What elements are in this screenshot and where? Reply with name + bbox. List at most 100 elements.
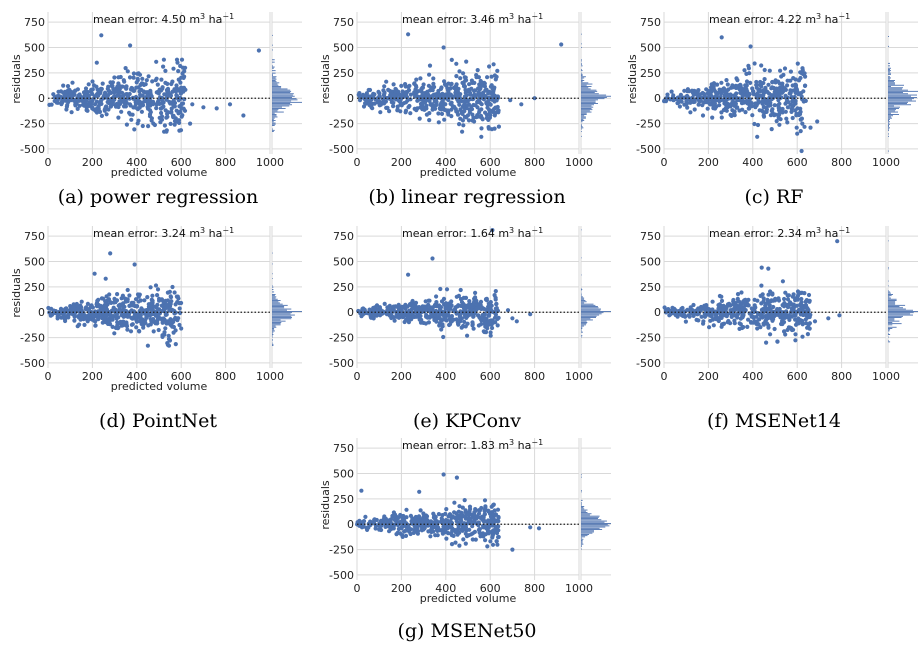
data-point <box>130 316 135 321</box>
histogram-bar <box>581 326 583 328</box>
data-point <box>179 57 185 62</box>
data-point <box>124 84 129 89</box>
data-point <box>179 300 184 306</box>
x-tick-label: 600 <box>787 370 808 383</box>
data-point <box>155 287 161 292</box>
histogram-bar <box>888 240 889 242</box>
data-point <box>796 307 802 312</box>
histogram-bar <box>581 104 594 106</box>
x-tick-label: 0 <box>354 370 361 383</box>
histogram-bar <box>272 342 273 344</box>
histogram-bar <box>581 515 600 517</box>
data-point <box>471 314 476 319</box>
data-point <box>84 104 90 109</box>
data-point <box>446 301 451 306</box>
data-point <box>458 297 464 302</box>
data-point <box>490 532 496 537</box>
data-point <box>214 106 219 111</box>
histogram-bar <box>888 106 900 108</box>
histogram-bar <box>581 72 582 74</box>
histogram-bar <box>888 118 890 120</box>
data-point <box>381 88 386 93</box>
histogram-bar <box>888 319 895 321</box>
data-point <box>528 525 533 530</box>
data-point <box>406 88 412 93</box>
data-point <box>162 123 167 128</box>
x-tick-label: 800 <box>524 582 545 595</box>
histogram-bar <box>888 133 889 135</box>
data-point <box>492 99 497 104</box>
data-point <box>437 106 442 111</box>
data-point <box>83 86 89 91</box>
histogram-bar <box>272 81 277 83</box>
data-point <box>150 79 155 84</box>
data-point <box>732 313 737 318</box>
data-point <box>481 534 486 539</box>
x-tick-label: 600 <box>171 370 192 383</box>
data-point <box>115 323 120 328</box>
scatter-points <box>46 251 184 348</box>
data-point <box>496 524 501 529</box>
data-point <box>94 60 99 65</box>
data-point <box>177 104 182 109</box>
histogram-bar <box>888 135 889 137</box>
data-point <box>767 68 772 73</box>
data-point <box>356 520 361 525</box>
scatter-points <box>355 472 542 552</box>
data-point <box>469 78 474 83</box>
data-point <box>476 520 481 525</box>
data-point <box>408 111 413 116</box>
data-point <box>803 98 808 103</box>
histogram-bar <box>888 98 914 100</box>
data-point <box>102 93 107 98</box>
histogram-bar <box>888 311 918 312</box>
data-point <box>173 302 178 307</box>
histogram-bar <box>888 280 889 282</box>
data-point <box>815 119 820 124</box>
data-point <box>438 286 443 292</box>
data-point <box>61 83 66 88</box>
histogram-bar <box>581 301 587 303</box>
y-tick-label: -500 <box>636 357 661 370</box>
histogram-bar <box>272 291 275 293</box>
data-point <box>372 101 377 106</box>
histogram-bar <box>581 504 582 506</box>
histogram-bar <box>272 101 302 103</box>
data-point <box>476 323 481 328</box>
histogram-bar <box>581 121 583 123</box>
histogram-bar <box>581 84 587 86</box>
data-point <box>72 318 77 323</box>
data-point <box>119 109 124 114</box>
data-point <box>104 104 109 109</box>
y-tick-label: 0 <box>347 92 354 105</box>
data-point <box>446 313 451 318</box>
data-point <box>478 305 483 310</box>
data-point <box>153 321 158 326</box>
histogram-bar <box>581 62 582 64</box>
data-point <box>178 110 183 115</box>
data-point <box>441 472 446 477</box>
histogram-bar <box>272 66 275 68</box>
data-point <box>467 527 472 532</box>
histogram-bar <box>888 320 900 322</box>
data-point <box>115 292 120 297</box>
data-point <box>773 89 778 94</box>
data-point <box>749 101 754 106</box>
data-point <box>749 320 754 325</box>
data-point <box>88 304 93 310</box>
data-point <box>414 85 419 90</box>
data-point <box>826 316 831 321</box>
data-point <box>700 103 705 108</box>
data-point <box>361 92 366 97</box>
histogram-bar <box>581 543 584 545</box>
histogram-bar <box>888 112 891 114</box>
data-point <box>70 80 75 85</box>
data-point <box>738 316 743 321</box>
data-point <box>490 318 495 323</box>
caption-rf: (c) RF <box>744 186 804 208</box>
data-point <box>399 524 404 529</box>
histogram-bar <box>581 109 593 111</box>
data-point <box>783 332 788 337</box>
data-point <box>794 125 799 130</box>
data-point <box>766 325 771 330</box>
